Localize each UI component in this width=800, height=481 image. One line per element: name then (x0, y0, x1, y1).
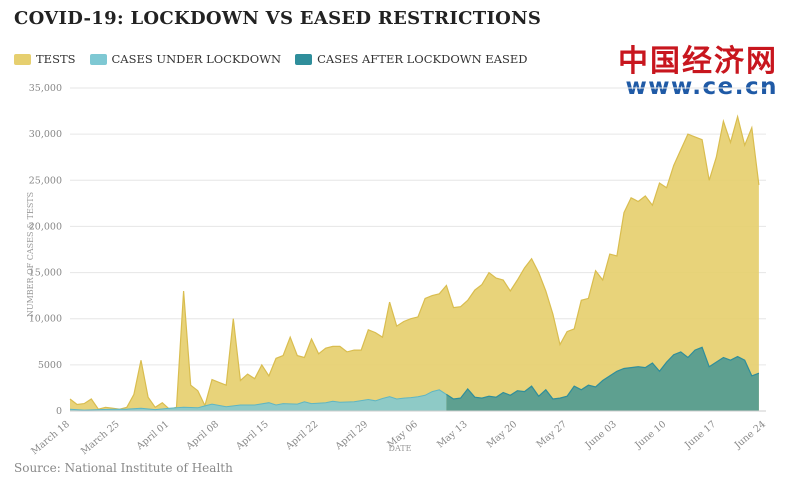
y-tick-label: 30,000 (29, 129, 62, 140)
legend-swatch-lockdown (89, 53, 107, 65)
legend-label-lockdown: CASES UNDER LOCKDOWN (111, 52, 282, 66)
legend-swatch-eased (295, 53, 313, 65)
y-tick-label: 10,000 (29, 314, 62, 325)
x-tick-label: May 27 (535, 419, 570, 450)
series-area-eased (446, 347, 759, 411)
x-tick-label: April 15 (233, 419, 270, 453)
y-tick-label: 0 (56, 406, 62, 417)
y-tick-label: 35,000 (29, 83, 62, 94)
y-tick-label: 5000 (38, 360, 62, 371)
x-tick-label: June 24 (732, 419, 768, 452)
x-tick-label: June 10 (632, 419, 668, 452)
x-tick-label: March 18 (29, 419, 72, 457)
y-tick-label: 25,000 (29, 175, 62, 186)
series-line-lockdown (69, 389, 447, 411)
series-area-tests (70, 116, 759, 411)
series-line-tests (69, 114, 760, 410)
logo-url-text: www.ce.cn (625, 74, 778, 100)
legend-swatch-tests (14, 53, 31, 65)
x-tick-label: April 01 (134, 419, 171, 453)
x-tick-label: April 08 (184, 419, 221, 453)
x-tick-label: April 22 (283, 419, 320, 453)
legend-label-eased: CASES AFTER LOCKDOWN EASED (317, 52, 528, 66)
x-axis-title: DATE (389, 444, 412, 453)
x-tick-label: March 25 (79, 419, 122, 457)
logo-chinese-text: 中国经济网 (618, 44, 778, 79)
series-area-lockdown (70, 389, 447, 411)
legend-label-tests: TESTS (36, 52, 76, 66)
legend-item-eased[interactable]: CASES AFTER LOCKDOWN EASED (295, 52, 528, 66)
y-tick-label: 20,000 (29, 221, 62, 232)
x-tick-label: May 13 (435, 419, 470, 450)
watermark-logo: 中国经济网 www.ce.cn (572, 36, 782, 106)
source-note: Source: National Institute of Health (14, 461, 233, 475)
chart-legend: TESTS CASES UNDER LOCKDOWN CASES AFTER L… (14, 52, 542, 66)
legend-item-tests[interactable]: TESTS (14, 52, 76, 66)
series-line-eased (446, 346, 760, 400)
x-tick-label: June 03 (583, 419, 619, 452)
x-tick-label: June 17 (682, 419, 718, 452)
x-tick-label: May 20 (485, 419, 520, 450)
y-tick-label: 15,000 (29, 268, 62, 279)
chart-title: COVID-19: LOCKDOWN VS EASED RESTRICTIONS (14, 8, 542, 29)
x-tick-label: April 29 (333, 419, 370, 453)
y-axis-title: NUMBER OF CASES & TESTS (26, 192, 35, 317)
legend-item-lockdown[interactable]: CASES UNDER LOCKDOWN (89, 52, 282, 66)
